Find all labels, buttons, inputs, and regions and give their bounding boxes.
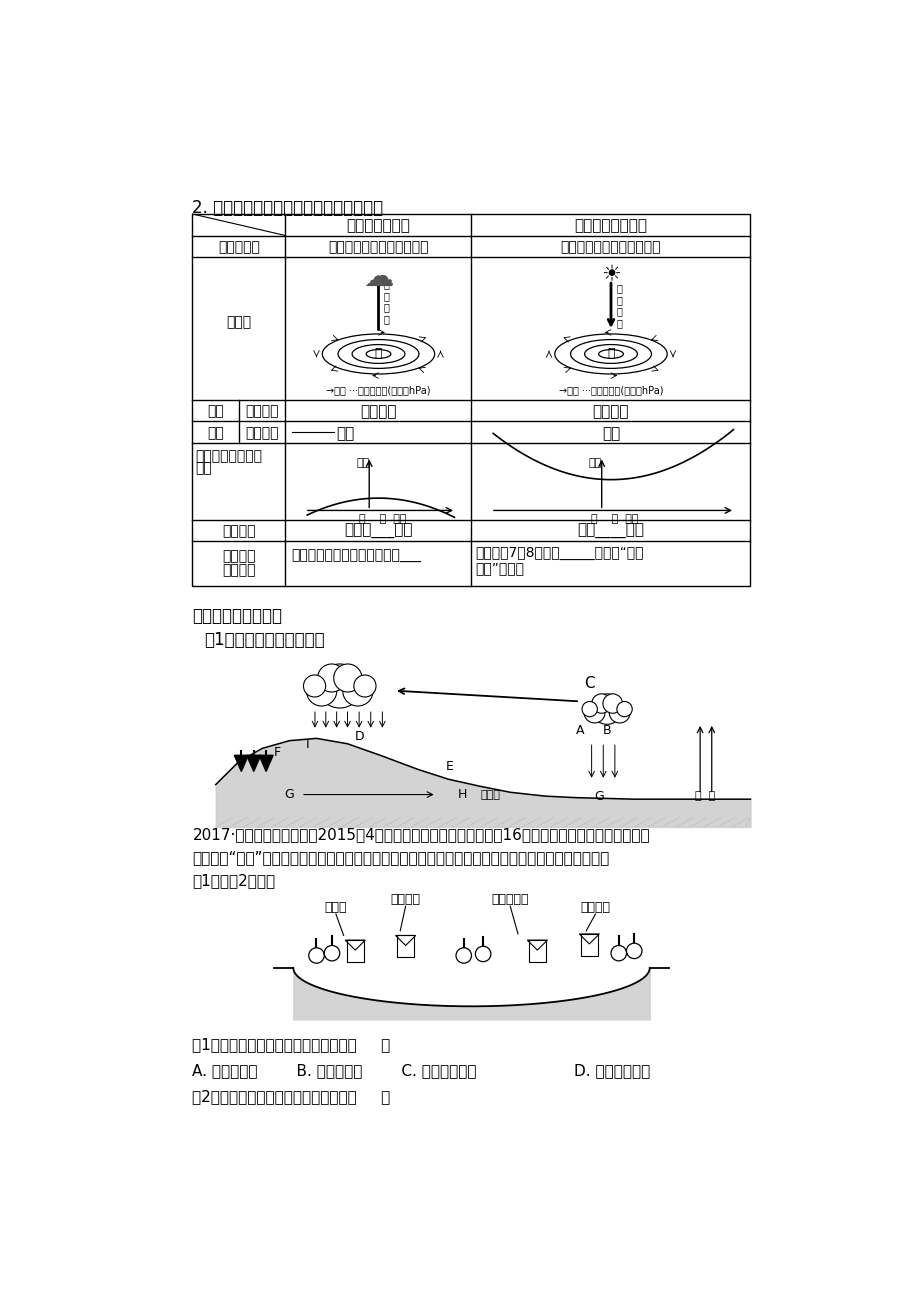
Text: 水平气流: 水平气流 (245, 404, 278, 418)
Text: H: H (457, 788, 466, 801)
Circle shape (602, 694, 622, 713)
Text: 高: 高 (607, 348, 614, 361)
Text: C: C (584, 676, 594, 690)
Text: 常出现___天气: 常出现___天气 (344, 525, 413, 539)
Text: 透水路面: 透水路面 (580, 901, 610, 914)
Circle shape (584, 702, 605, 723)
Circle shape (610, 945, 626, 961)
Polygon shape (246, 755, 260, 772)
Text: 气压: 气压 (588, 458, 601, 469)
Circle shape (354, 674, 376, 697)
Text: 过境前后气压变化: 过境前后气压变化 (196, 449, 262, 462)
Text: 下
沉
气
流: 下 沉 气 流 (616, 283, 621, 328)
Text: →风向 ···气压梯度力(单位：hPa): →风向 ···气压梯度力(单位：hPa) (558, 385, 663, 395)
Circle shape (306, 676, 336, 706)
Text: G: G (594, 789, 604, 802)
Text: 我国典型: 我国典型 (222, 549, 255, 562)
Text: 低气压（气旋）: 低气压（气旋） (346, 217, 410, 233)
Text: →风向 ···气压梯度力(单位：hPa): →风向 ···气压梯度力(单位：hPa) (326, 385, 430, 395)
Circle shape (456, 948, 471, 963)
Text: 多为____天气: 多为____天气 (577, 525, 644, 539)
Text: G: G (284, 788, 294, 801)
Text: 植草沟: 植草沟 (324, 901, 346, 914)
Bar (397, 935, 414, 957)
Circle shape (343, 676, 372, 706)
Polygon shape (259, 755, 273, 772)
Bar (528, 940, 545, 962)
Text: 2017·河北衡水中学一模）2015年4月开始，海绵城市建设在我国有16个城市开始试点。海绵城市通过: 2017·河北衡水中学一模）2015年4月开始，海绵城市建设在我国有16个城市开… (192, 827, 650, 842)
Circle shape (582, 702, 596, 716)
Circle shape (317, 664, 361, 708)
Circle shape (591, 694, 622, 724)
Text: 曲线: 曲线 (196, 461, 212, 475)
Bar (580, 934, 597, 956)
Text: 等压线闭合，中心气压值低: 等压线闭合，中心气压值低 (328, 240, 428, 254)
Circle shape (591, 694, 610, 713)
Text: 水循环的过程和意义: 水循环的过程和意义 (192, 608, 282, 625)
Text: 前    后  时间: 前 后 时间 (591, 514, 638, 525)
Text: 上升: 上升 (336, 426, 355, 441)
Text: 方向旋转: 方向旋转 (592, 404, 629, 419)
Text: 海  洋: 海 洋 (694, 792, 714, 801)
Text: 2. 低气压与高气压系统（以北半球为例）: 2. 低气压与高气压系统（以北半球为例） (192, 199, 383, 216)
Text: 雨水花园: 雨水花园 (391, 893, 420, 906)
Text: 气压: 气压 (356, 458, 369, 469)
Bar (192, 214, 750, 586)
Text: 前    后  时间: 前 后 时间 (358, 514, 405, 525)
Text: ☀: ☀ (600, 264, 620, 285)
Text: 一系列的“绿色”措施滞水、蓄水、净水和排水，将有望缓解一系列城市问题。读海绵城市示意图，完成: 一系列的“绿色”措施滞水、蓄水、净水和排水，将有望缓解一系列城市问题。读海绵城市… (192, 850, 609, 865)
Text: 天气现象: 天气现象 (222, 525, 255, 538)
Text: 根吸收: 根吸收 (481, 789, 500, 799)
Text: A. 增加下渗量        B. 减少蕹发量        C. 增加地表径流                    D. 减少地下径流: A. 增加下渗量 B. 减少蕹发量 C. 增加地表径流 D. 减少地下径流 (192, 1064, 650, 1078)
Text: 气流: 气流 (207, 404, 224, 418)
Text: F: F (274, 746, 281, 759)
Circle shape (608, 702, 630, 723)
Text: （1）～（2）题。: （1）～（2）题。 (192, 874, 276, 888)
Text: 天气现象: 天气现象 (222, 562, 255, 577)
Circle shape (334, 664, 361, 691)
Text: 低: 低 (374, 348, 381, 361)
Text: 等压线状况: 等压线状况 (218, 240, 260, 254)
Text: 方向旋转: 方向旋转 (360, 404, 396, 419)
Text: 夏秋季节影响我国东南沿海的___: 夏秋季节影响我国东南沿海的___ (291, 549, 421, 562)
Text: （1）海绵城市建设对水循环的影响是（     ）: （1）海绵城市建设对水循环的影响是（ ） (192, 1038, 391, 1052)
Circle shape (617, 702, 631, 716)
Text: （1）三大类型及主要环节: （1）三大类型及主要环节 (204, 630, 324, 648)
Circle shape (323, 945, 339, 961)
Bar (346, 940, 363, 962)
Text: 气爽”的天气: 气爽”的天气 (475, 561, 524, 575)
Text: 下沉式绿地: 下沉式绿地 (491, 893, 528, 906)
Circle shape (303, 674, 325, 697)
Text: （2）海绵城市建设将有利于缓解城市（     ）: （2）海绵城市建设将有利于缓解城市（ ） (192, 1090, 391, 1104)
Circle shape (475, 947, 491, 962)
Text: 高气压（反气旋）: 高气压（反气旋） (573, 217, 647, 233)
Circle shape (626, 943, 641, 958)
Text: A: A (575, 724, 584, 737)
Text: 运动: 运动 (207, 426, 224, 440)
Text: 辐散: 辐散 (601, 426, 619, 441)
Text: 上
升
气
流: 上 升 气 流 (383, 280, 390, 324)
Text: ☁: ☁ (363, 263, 393, 292)
Text: 等压线闭合，中心气压值高: 等压线闭合，中心气压值高 (561, 240, 661, 254)
Text: 示意图: 示意图 (226, 315, 251, 329)
Circle shape (309, 948, 323, 963)
Text: 长江流坘7、8月份的_____，北方“秋高: 长江流坘7、8月份的_____，北方“秋高 (475, 546, 643, 560)
Text: D: D (355, 730, 364, 743)
Circle shape (317, 664, 346, 691)
Text: I: I (305, 738, 309, 751)
Polygon shape (234, 755, 248, 772)
Text: 垂直气流: 垂直气流 (245, 426, 278, 440)
Text: B: B (602, 724, 611, 737)
Text: E: E (446, 760, 453, 773)
